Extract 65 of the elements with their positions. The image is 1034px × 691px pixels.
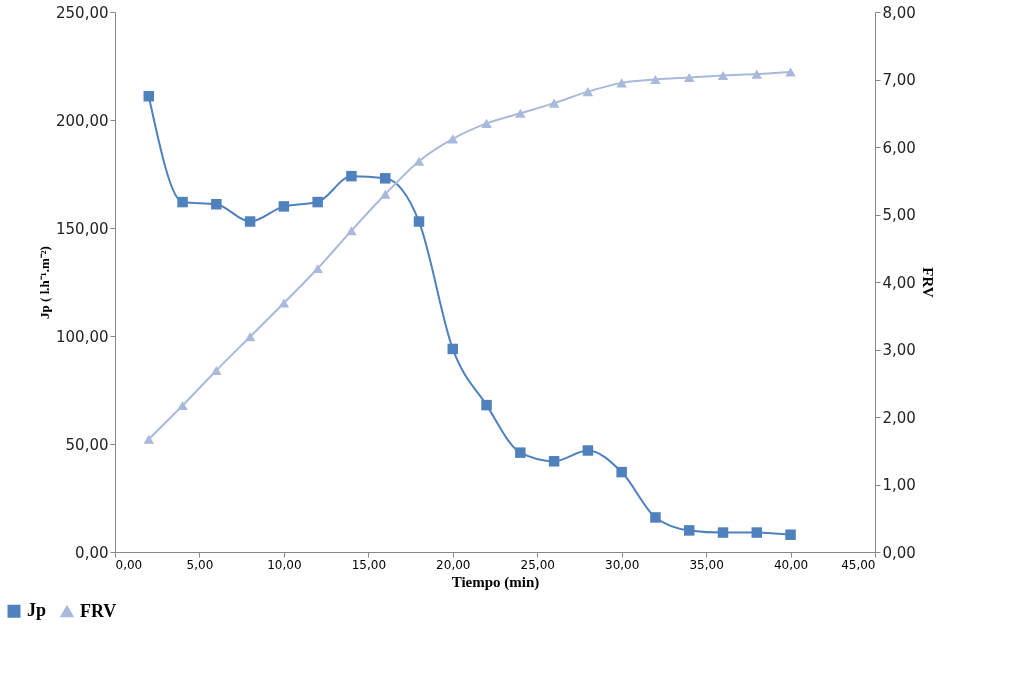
x-axis-title: Tiempo (min) [451, 573, 540, 591]
x-tick-label: 35,00 [689, 557, 724, 572]
y-tick-label: 100,00 [56, 327, 109, 346]
x-tick-label: 5,00 [186, 557, 214, 572]
y-tick-label: 150,00 [56, 219, 109, 238]
point [751, 69, 763, 79]
point [379, 189, 391, 199]
point [683, 72, 695, 83]
x-tick-label: 40,00 [773, 557, 809, 572]
point [785, 529, 796, 540]
y-tick-label: 50,00 [65, 435, 109, 454]
y2-tick-label: 5,00 [882, 206, 916, 224]
y2-axis-title: FRV [919, 267, 936, 298]
y2-tick-label: 6,00 [882, 138, 916, 157]
point [244, 216, 256, 227]
x-tick-label: 25,00 [520, 557, 555, 572]
point [582, 445, 594, 456]
point [143, 91, 155, 102]
point [548, 456, 560, 467]
point [481, 399, 492, 411]
point [278, 201, 290, 212]
point [481, 118, 492, 128]
point [785, 67, 796, 77]
y-tick-label: 200,00 [56, 111, 109, 130]
y2-tick-label: 2,00 [882, 408, 916, 427]
point [447, 343, 459, 355]
point [177, 400, 188, 411]
x-tick-label: 45,00 [841, 557, 876, 572]
point [650, 512, 661, 523]
y2-tick-label: 4,00 [882, 273, 916, 292]
point [244, 332, 256, 342]
point [312, 263, 323, 274]
y-tick-label: 250,00 [56, 3, 109, 22]
point [413, 216, 425, 227]
point [683, 525, 695, 536]
point [751, 527, 763, 538]
y2-tick-label: 3,00 [882, 341, 916, 359]
point [312, 196, 323, 208]
point [346, 226, 357, 236]
legend-label: FRV [80, 600, 117, 621]
x-tick-label: 20,00 [436, 557, 471, 572]
point [548, 98, 560, 108]
point [650, 74, 661, 85]
point [515, 108, 526, 118]
point [515, 447, 526, 458]
y2-tick-label: 7,00 [882, 71, 916, 89]
point [379, 173, 391, 184]
legend-label: Jp [27, 600, 47, 621]
point [211, 199, 222, 210]
x-tick-label: 10,00 [267, 557, 302, 572]
point [582, 87, 594, 97]
x-tick-label: 30,00 [604, 557, 640, 572]
y2-tick-label: 1,00 [882, 476, 916, 494]
point [211, 365, 222, 375]
point [717, 70, 729, 80]
point [278, 298, 290, 308]
point [143, 434, 155, 444]
point [717, 527, 729, 538]
point [346, 170, 357, 182]
x-tick-label: 0,00 [115, 557, 143, 572]
x-tick-label: 15,00 [351, 557, 387, 572]
y2-tick-label: 8,00 [882, 3, 916, 22]
y-axis-title: Jp ( l.h⁻¹.m⁻²) [37, 246, 53, 319]
point [177, 196, 188, 208]
point [616, 466, 627, 478]
